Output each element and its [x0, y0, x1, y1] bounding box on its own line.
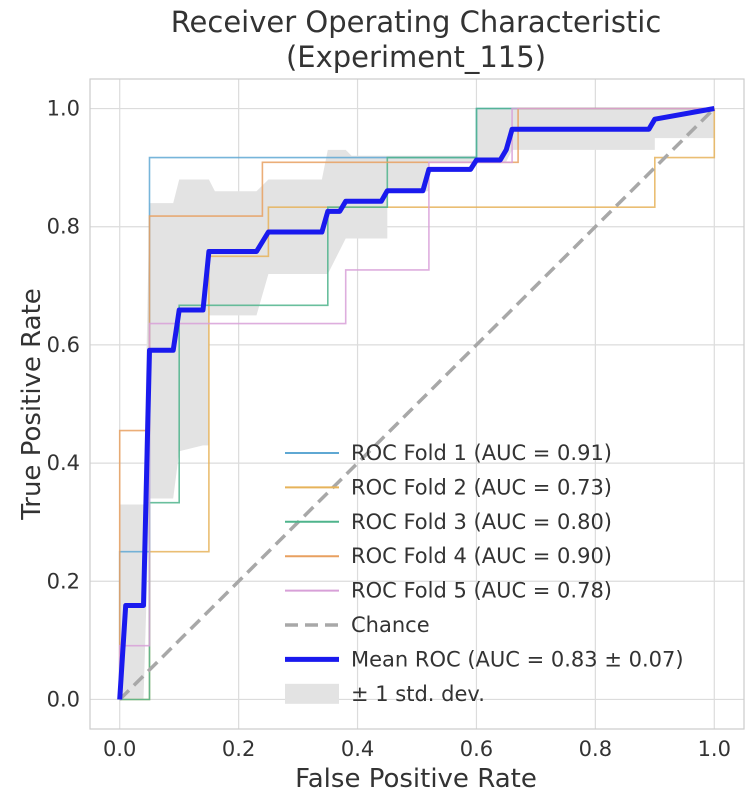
plot-frame: [89, 78, 745, 730]
y-tick-label: 0.0: [47, 687, 80, 711]
legend-label: ROC Fold 4 (AUC = 0.90): [351, 544, 612, 568]
tick-labels: 0.0 0.2 0.4 0.6 0.8 1.0 0.0 0.2 0.4 0.6 0.8 1.0: [47, 97, 731, 761]
x-axis-label: False Positive Rate: [295, 764, 537, 794]
chart-title-line-1: Receiver Operating Characteristic: [171, 5, 662, 39]
series-layer: [117, 106, 716, 701]
legend-label: Chance: [351, 613, 430, 637]
legend-label: ROC Fold 3 (AUC = 0.80): [351, 510, 612, 534]
legend-entry-fold-1: ROC Fold 1 (AUC = 0.91): [285, 441, 612, 465]
legend-entry-fold-4: ROC Fold 4 (AUC = 0.90): [285, 544, 612, 568]
legend-label: ROC Fold 2 (AUC = 0.73): [351, 475, 612, 499]
y-tick-label: 0.6: [47, 333, 80, 357]
mean-roc-line: [117, 106, 715, 700]
legend-label: ± 1 std. dev.: [351, 682, 485, 706]
plot-border: [89, 78, 745, 730]
legend-swatch: [285, 683, 339, 704]
legend: ROC Fold 1 (AUC = 0.91) ROC Fold 2 (AUC =…: [285, 441, 684, 706]
x-tick-label: 0.8: [579, 737, 612, 761]
x-tick-label: 0.0: [103, 737, 136, 761]
legend-label: ROC Fold 1 (AUC = 0.91): [351, 441, 612, 465]
legend-entry-fold-3: ROC Fold 3 (AUC = 0.80): [285, 510, 612, 534]
x-tick-label: 0.6: [460, 737, 493, 761]
y-tick-label: 1.0: [47, 97, 80, 121]
y-tick-label: 0.4: [47, 451, 80, 475]
roc-fold-4-line: [118, 107, 715, 700]
legend-entry-fold-2: ROC Fold 2 (AUC = 0.73): [285, 475, 612, 499]
roc-fold-5-line: [118, 107, 715, 700]
legend-entry-chance: Chance: [285, 613, 430, 637]
legend-entry-std-band: ± 1 std. dev.: [285, 682, 485, 706]
legend-entry-fold-5: ROC Fold 5 (AUC = 0.78): [285, 579, 612, 603]
chart-title-line-2: (Experiment_115): [286, 40, 546, 74]
x-tick-label: 0.2: [222, 737, 255, 761]
x-tick-label: 0.4: [341, 737, 374, 761]
legend-entry-mean: Mean ROC (AUC = 0.83 ± 0.07): [285, 647, 684, 671]
y-tick-label: 0.8: [47, 215, 80, 239]
x-tick-label: 1.0: [698, 737, 731, 761]
legend-label: Mean ROC (AUC = 0.83 ± 0.07): [351, 647, 684, 671]
y-axis-label: True Positive Rate: [17, 288, 47, 521]
y-tick-label: 0.2: [47, 569, 80, 593]
legend-label: ROC Fold 5 (AUC = 0.78): [351, 579, 612, 603]
